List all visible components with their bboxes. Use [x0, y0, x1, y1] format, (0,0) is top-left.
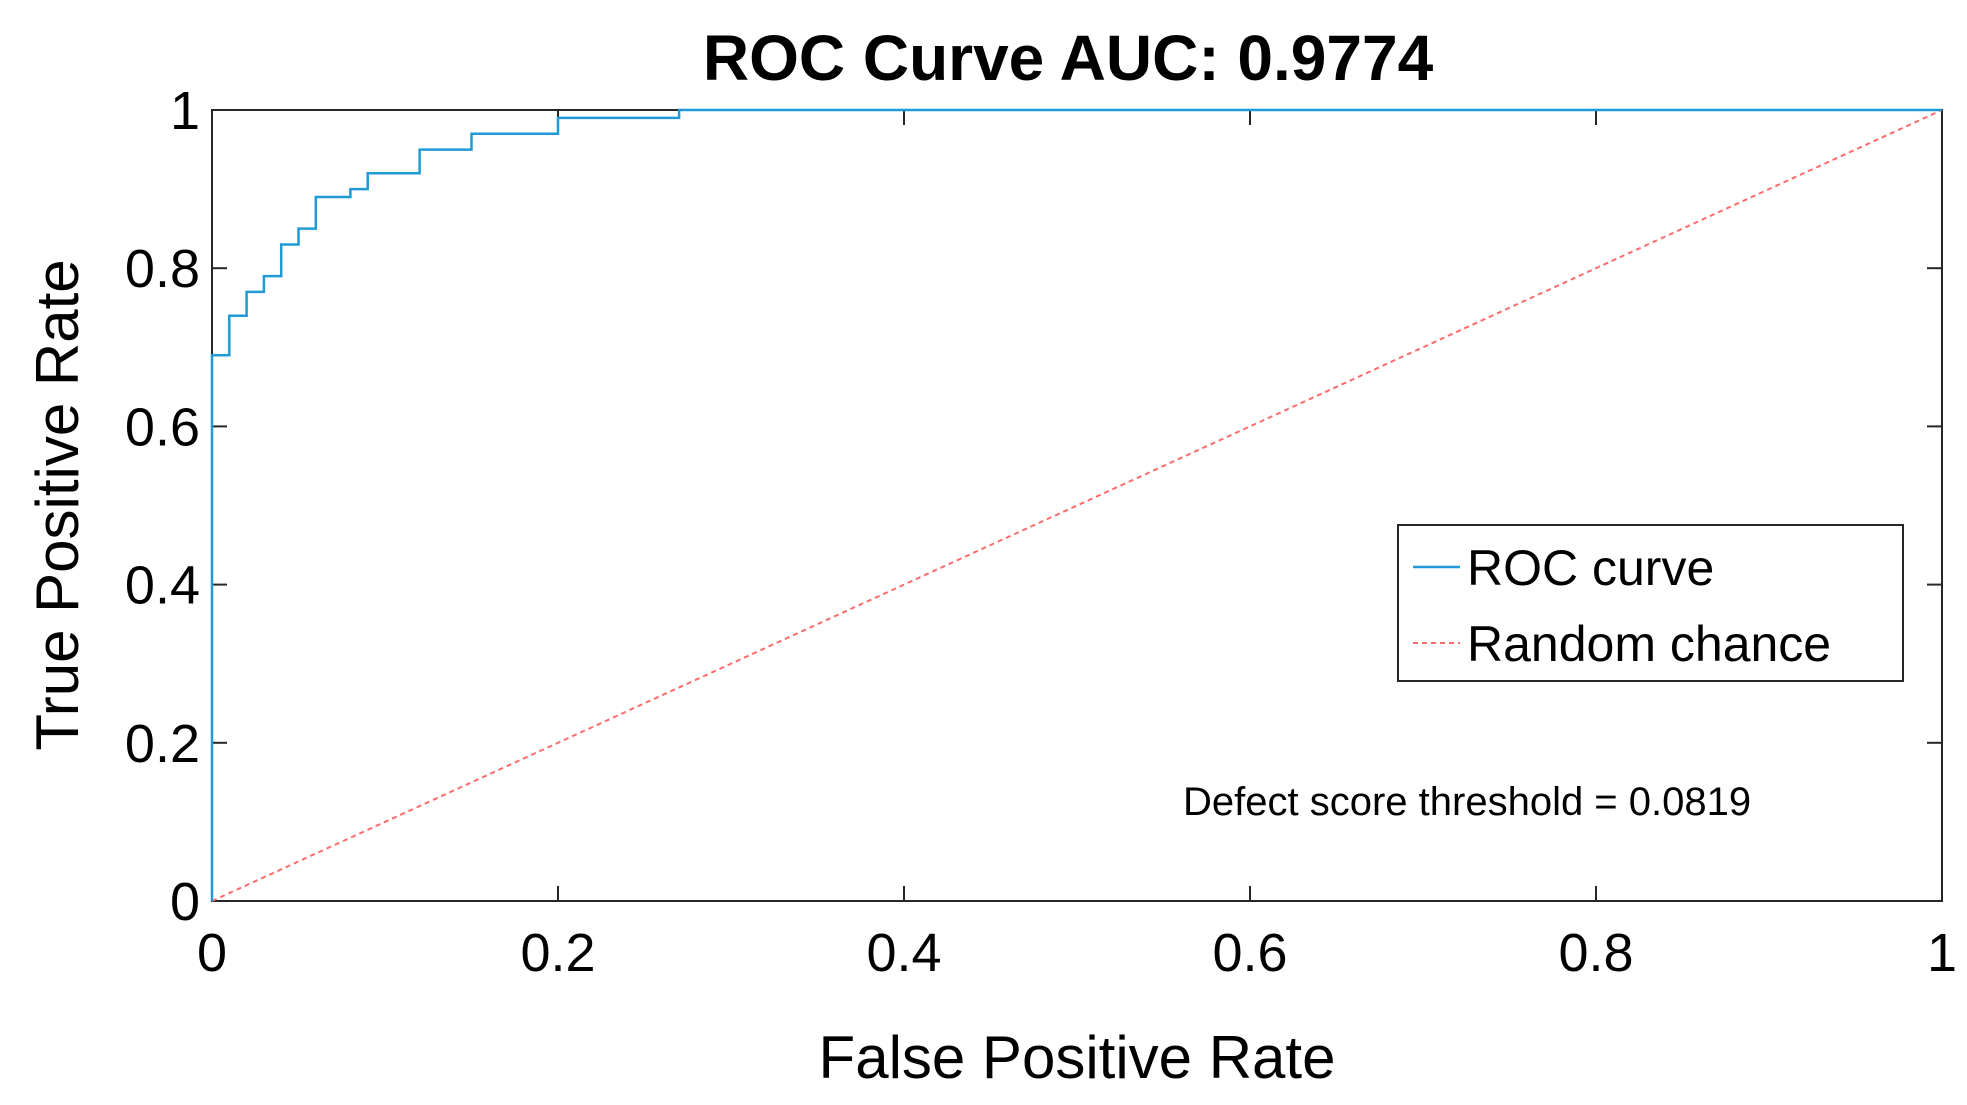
legend-label-random-chance: Random chance — [1467, 616, 1831, 672]
series-line-random-chance — [211, 109, 1943, 902]
x-tick-label: 0.2 — [520, 923, 595, 983]
y-tick-label: 0.6 — [125, 397, 200, 457]
y-axis-label: True Positive Rate — [24, 259, 91, 750]
legend: ROC curve Random chance — [1397, 524, 1904, 682]
x-tick-label: 0.8 — [1558, 923, 1633, 983]
x-tick-label: 0.4 — [866, 923, 941, 983]
x-tick-label: 0.6 — [1212, 923, 1287, 983]
series-line-roc-curve — [210, 108, 1942, 901]
x-tick-label: 1 — [1927, 923, 1957, 983]
y-tick-label: 0.2 — [125, 714, 200, 774]
y-tick-label: 0 — [170, 872, 200, 932]
y-tick-label: 1 — [170, 81, 200, 141]
chart-title: ROC Curve AUC: 0.9774 — [703, 22, 1434, 94]
axis-ticks: 0 0.2 0.4 0.6 0.8 1 0 0.2 0.4 0.6 0.8 1 — [125, 81, 1957, 983]
legend-label-roc-curve: ROC curve — [1467, 540, 1714, 596]
threshold-annotation: Defect score threshold = 0.0819 — [1183, 780, 1751, 824]
x-axis-label: False Positive Rate — [819, 1024, 1336, 1091]
series-layer — [210, 108, 1943, 902]
y-tick-label: 0.8 — [125, 239, 200, 299]
legend-box — [1397, 524, 1904, 682]
y-tick-label: 0.4 — [125, 556, 200, 616]
x-tick-label: 0 — [197, 923, 227, 983]
